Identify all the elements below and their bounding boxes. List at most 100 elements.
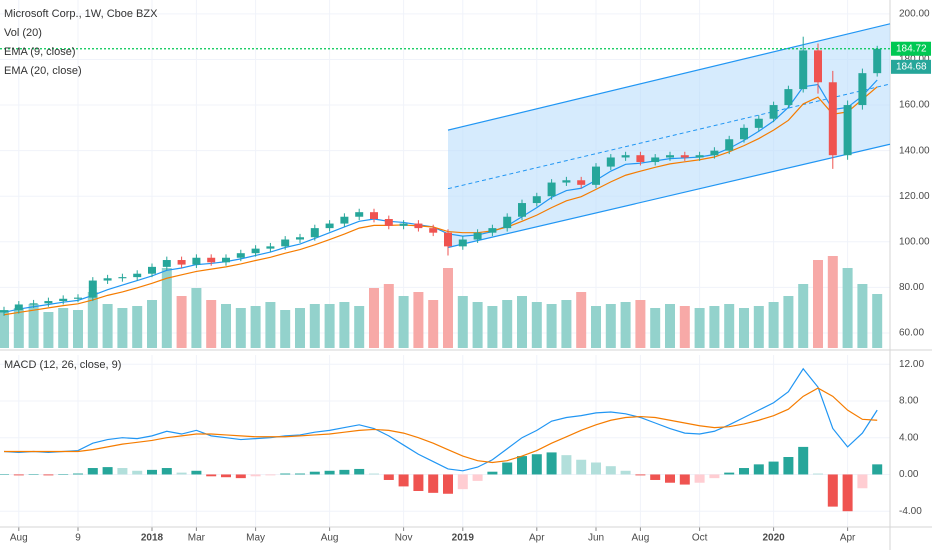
candle-body bbox=[651, 157, 660, 163]
volume-bar bbox=[354, 306, 365, 348]
volume-bar bbox=[517, 296, 527, 348]
price-label: 184.72 bbox=[896, 43, 927, 54]
macd-histogram-bar bbox=[665, 474, 675, 483]
macd-histogram-bar bbox=[443, 474, 453, 494]
candle-body bbox=[740, 127, 748, 140]
volume-bar bbox=[383, 284, 394, 348]
channel-middle bbox=[447, 83, 891, 190]
macd-histogram-bar bbox=[428, 474, 439, 493]
volume-bar bbox=[58, 308, 69, 348]
x-tick-label: Aug bbox=[10, 533, 28, 544]
candle-body bbox=[547, 182, 556, 197]
y-tick-label: 80.00 bbox=[899, 282, 924, 293]
macd-histogram-bar bbox=[457, 474, 468, 490]
price-label: 184.68 bbox=[896, 61, 927, 72]
volume-bar bbox=[206, 300, 217, 348]
candle-body bbox=[192, 257, 201, 265]
volume-bar bbox=[635, 300, 646, 348]
macd-histogram-bar bbox=[369, 473, 379, 475]
candle-body bbox=[355, 212, 364, 217]
macd-histogram-bar bbox=[783, 457, 794, 475]
candle-body bbox=[488, 228, 497, 233]
volume-bar bbox=[43, 312, 54, 348]
volume-bar bbox=[339, 302, 350, 348]
volume-bar bbox=[768, 302, 779, 348]
x-tick-label: Jun bbox=[588, 533, 604, 544]
macd-histogram-bar bbox=[398, 474, 409, 487]
candle-body bbox=[606, 157, 615, 167]
candle-body bbox=[532, 196, 541, 204]
price-label-box bbox=[891, 59, 931, 74]
volume-bar bbox=[591, 306, 601, 348]
candle-body bbox=[769, 105, 778, 119]
candle-body bbox=[680, 155, 689, 158]
candle-body bbox=[266, 246, 275, 249]
macd-histogram-bar bbox=[339, 469, 350, 475]
candle-body bbox=[148, 266, 156, 274]
macd-histogram-bar bbox=[679, 474, 690, 485]
candle-body bbox=[636, 155, 645, 163]
candle-body bbox=[207, 257, 216, 263]
volume-bar bbox=[605, 304, 616, 348]
y-tick-label: 12.00 bbox=[899, 359, 924, 370]
macd-histogram-bar bbox=[591, 462, 601, 475]
volume-bar bbox=[783, 296, 794, 348]
candle-body bbox=[251, 248, 260, 254]
volume-bar bbox=[73, 310, 83, 348]
volume-bar bbox=[0, 310, 9, 348]
volume-bar bbox=[694, 308, 705, 348]
macd-histogram-bar bbox=[43, 474, 54, 476]
macd-histogram-bar bbox=[620, 470, 631, 475]
candle-body bbox=[14, 304, 23, 311]
volume-bar bbox=[872, 294, 883, 348]
candle-body bbox=[725, 139, 734, 151]
volume-bar bbox=[813, 260, 823, 348]
chart-title: Microsoft Corp., 1W, Cboe BZX bbox=[4, 8, 158, 20]
macd-line bbox=[3, 367, 878, 472]
volume-bar bbox=[280, 310, 291, 348]
channel-lower bbox=[447, 143, 891, 249]
macd-histogram-bar bbox=[235, 474, 246, 479]
volume-bar bbox=[472, 302, 483, 348]
volume-bar bbox=[117, 308, 128, 348]
candle-body bbox=[799, 50, 808, 90]
candle-body bbox=[754, 118, 763, 128]
macd-histogram-bar bbox=[413, 474, 424, 491]
volume-bar bbox=[13, 308, 24, 348]
candle-body bbox=[133, 273, 142, 278]
x-tick-label: Apr bbox=[840, 533, 856, 544]
y-tick-label: 160.00 bbox=[899, 100, 930, 111]
candle-body bbox=[325, 223, 334, 229]
macd-histogram-bar bbox=[827, 474, 838, 507]
y-tick-label: 120.00 bbox=[899, 191, 930, 202]
candle-body bbox=[59, 298, 68, 302]
candle-body bbox=[162, 260, 171, 267]
candle-body bbox=[103, 278, 112, 281]
candle-body bbox=[0, 310, 8, 313]
candle-body bbox=[858, 73, 867, 106]
volume-bar bbox=[842, 268, 853, 348]
volume-bar bbox=[28, 304, 39, 348]
candle-body bbox=[784, 89, 793, 106]
macd-histogram-bar bbox=[561, 455, 572, 475]
candle-body bbox=[29, 303, 38, 305]
candle-body bbox=[399, 223, 408, 226]
macd-histogram-bar bbox=[265, 474, 276, 476]
volume-bar bbox=[161, 268, 172, 348]
macd-histogram-bar bbox=[487, 471, 498, 475]
volume-bar bbox=[531, 302, 542, 348]
macd-histogram-bar bbox=[813, 473, 823, 475]
signal-line bbox=[4, 387, 878, 464]
x-tick-label: 2019 bbox=[452, 533, 475, 544]
x-tick-label: 2020 bbox=[762, 533, 785, 544]
candle-body bbox=[621, 155, 630, 158]
candle-body bbox=[340, 216, 349, 224]
volume-bar bbox=[709, 306, 720, 348]
x-tick-label: Mar bbox=[188, 533, 206, 544]
y-tick-label: 140.00 bbox=[899, 145, 930, 156]
x-tick-label: Aug bbox=[632, 533, 650, 544]
y-tick-label: 180.00 bbox=[899, 54, 930, 65]
volume-bar bbox=[827, 256, 838, 348]
x-tick-label: 9 bbox=[75, 533, 81, 544]
